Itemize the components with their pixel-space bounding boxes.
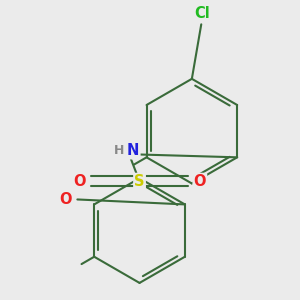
Text: N: N bbox=[127, 143, 140, 158]
Text: H: H bbox=[113, 144, 124, 157]
Text: O: O bbox=[73, 174, 85, 189]
Text: O: O bbox=[59, 192, 71, 207]
Text: Cl: Cl bbox=[194, 6, 210, 21]
Text: O: O bbox=[194, 174, 206, 189]
Text: S: S bbox=[134, 174, 145, 189]
